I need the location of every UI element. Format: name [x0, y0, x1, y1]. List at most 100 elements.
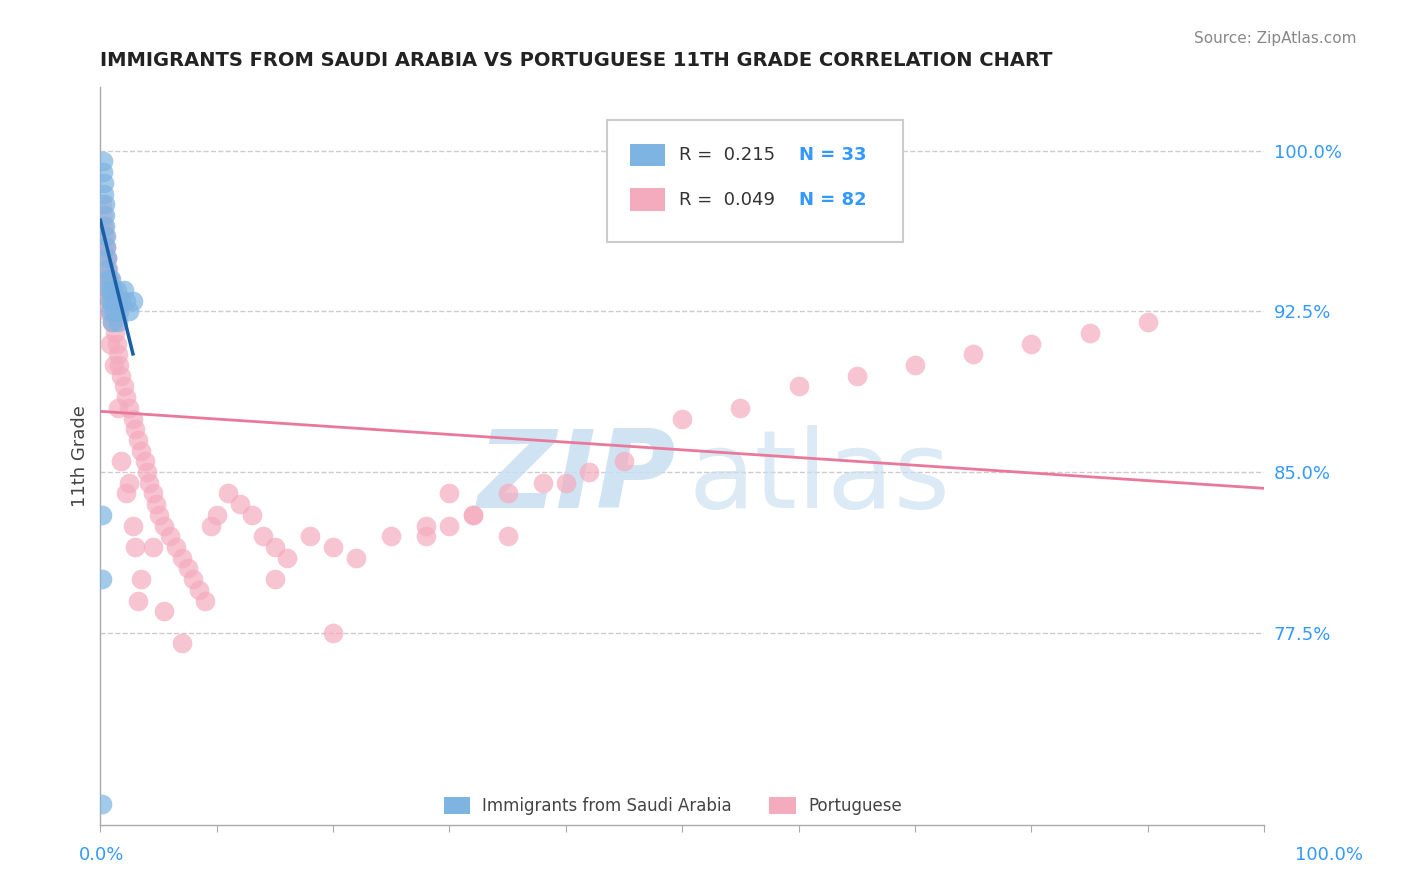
- Point: [90, 240, 112, 254]
- Point: [94, 197, 117, 211]
- Point: [108, 304, 131, 318]
- Point: [124, 540, 146, 554]
- Point: [264, 540, 287, 554]
- Point: [142, 540, 165, 554]
- Point: [118, 401, 141, 415]
- Point: [176, 561, 198, 575]
- Point: [115, 293, 138, 308]
- Point: [415, 518, 437, 533]
- Point: [496, 486, 519, 500]
- Point: [165, 540, 187, 554]
- Point: [1136, 315, 1159, 329]
- Point: [98, 272, 121, 286]
- Point: [91, 208, 114, 222]
- Text: Portuguese: Portuguese: [808, 797, 901, 814]
- Point: [100, 272, 122, 286]
- Text: 100.0%: 100.0%: [1295, 846, 1362, 863]
- Point: [170, 636, 193, 650]
- Point: [96, 304, 118, 318]
- Point: [97, 261, 120, 276]
- Point: [129, 443, 152, 458]
- Point: [461, 508, 484, 522]
- Point: [200, 518, 222, 533]
- Point: [103, 358, 125, 372]
- Point: [91, 229, 114, 244]
- Text: N = 33: N = 33: [799, 146, 866, 164]
- Point: [138, 475, 160, 490]
- Point: [104, 293, 127, 308]
- Point: [97, 272, 120, 286]
- Point: [108, 358, 131, 372]
- Point: [188, 582, 211, 597]
- Point: [98, 336, 121, 351]
- Point: [96, 240, 118, 254]
- Point: [115, 390, 138, 404]
- Point: [103, 304, 125, 318]
- Text: ZIP: ZIP: [478, 425, 676, 531]
- Point: [107, 315, 129, 329]
- Point: [101, 293, 124, 308]
- Point: [90, 572, 112, 586]
- FancyBboxPatch shape: [630, 145, 665, 166]
- Point: [112, 379, 135, 393]
- Text: R =  0.215: R = 0.215: [679, 146, 775, 164]
- Point: [115, 486, 138, 500]
- FancyBboxPatch shape: [630, 188, 665, 211]
- Point: [94, 251, 117, 265]
- Text: IMMIGRANTS FROM SAUDI ARABIA VS PORTUGUESE 11TH GRADE CORRELATION CHART: IMMIGRANTS FROM SAUDI ARABIA VS PORTUGUE…: [100, 51, 1053, 70]
- Point: [110, 293, 132, 308]
- Point: [96, 240, 118, 254]
- Point: [90, 508, 112, 522]
- Point: [105, 336, 128, 351]
- Point: [107, 347, 129, 361]
- Point: [554, 475, 576, 490]
- Point: [170, 550, 193, 565]
- Text: N = 82: N = 82: [799, 191, 866, 209]
- Point: [101, 315, 124, 329]
- Point: [98, 304, 121, 318]
- Point: [93, 240, 115, 254]
- Point: [127, 433, 149, 447]
- Point: [105, 283, 128, 297]
- Point: [104, 326, 127, 340]
- Point: [91, 165, 114, 179]
- Point: [730, 401, 752, 415]
- Point: [93, 219, 115, 233]
- Point: [90, 797, 112, 811]
- Point: [415, 529, 437, 543]
- Point: [94, 208, 117, 222]
- Y-axis label: 11th Grade: 11th Grade: [72, 405, 89, 507]
- Text: Immigrants from Saudi Arabia: Immigrants from Saudi Arabia: [482, 797, 731, 814]
- Point: [122, 293, 145, 308]
- Point: [118, 304, 141, 318]
- Point: [94, 229, 117, 244]
- Point: [124, 422, 146, 436]
- Point: [613, 454, 636, 468]
- Point: [240, 508, 263, 522]
- Point: [96, 251, 118, 265]
- Point: [98, 293, 121, 308]
- Point: [96, 251, 118, 265]
- Text: atlas: atlas: [688, 425, 950, 531]
- Point: [94, 272, 117, 286]
- Point: [98, 293, 121, 308]
- Point: [217, 486, 239, 500]
- Point: [127, 593, 149, 607]
- Point: [531, 475, 554, 490]
- Point: [93, 186, 115, 201]
- Point: [94, 283, 117, 297]
- Point: [194, 593, 217, 607]
- Point: [96, 261, 118, 276]
- Point: [1021, 336, 1043, 351]
- Point: [101, 293, 124, 308]
- Point: [904, 358, 927, 372]
- Point: [1078, 326, 1101, 340]
- Point: [298, 529, 321, 543]
- Point: [107, 401, 129, 415]
- Point: [145, 497, 167, 511]
- Point: [112, 283, 135, 297]
- Point: [97, 283, 120, 297]
- Text: 0.0%: 0.0%: [79, 846, 124, 863]
- Point: [135, 465, 157, 479]
- Point: [97, 283, 120, 297]
